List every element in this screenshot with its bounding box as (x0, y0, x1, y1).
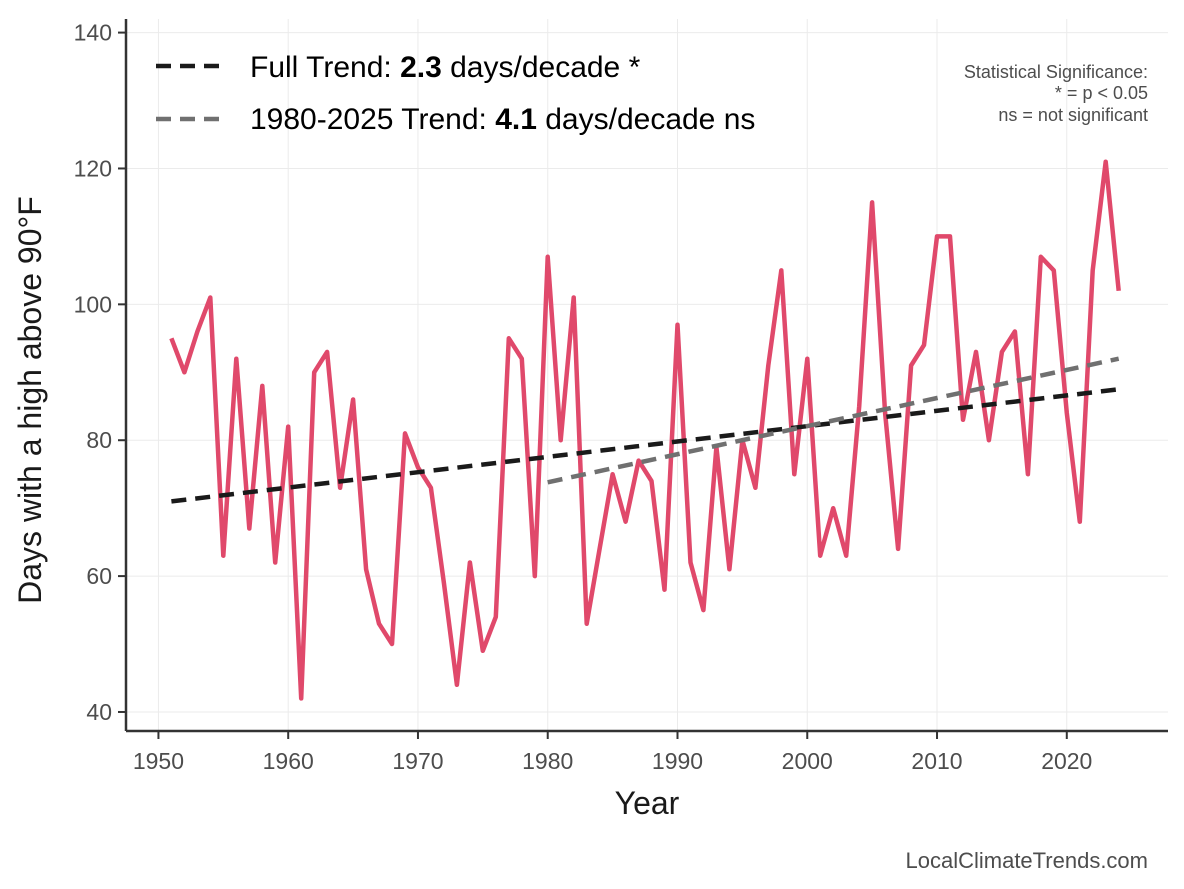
series-line-days-above-90f (169, 159, 1121, 701)
legend-1980-trend-suffix: days/decade ns (537, 103, 755, 136)
x-tick-label: 1960 (263, 748, 314, 774)
legend: Full Trend: 2.3 days/decade * 1980-2025 … (156, 51, 755, 136)
trend-line-2 (547, 356, 1120, 485)
source-credit: LocalClimateTrends.com (906, 848, 1149, 873)
legend-label-full-trend: Full Trend: 2.3 days/decade * (250, 51, 641, 84)
legend-full-trend-value: 2.3 (400, 51, 442, 84)
legend-label-1980-trend: 1980-2025 Trend: 4.1 days/decade ns (250, 103, 755, 136)
x-tick-label: 2010 (911, 748, 962, 774)
x-tick-label: 1990 (652, 748, 703, 774)
y-tick-label: 100 (74, 291, 112, 317)
x-tick-label: 1970 (392, 748, 443, 774)
x-tick-label: 1950 (133, 748, 184, 774)
legend-1980-trend-prefix: 1980-2025 Trend: (250, 103, 495, 136)
significance-ns: ns = not significant (998, 105, 1148, 125)
y-tick-label: 80 (86, 427, 112, 453)
significance-note: Statistical Significance: * = p < 0.05 n… (964, 62, 1148, 125)
significance-title: Statistical Significance: (964, 62, 1148, 82)
axis-ticks: 40 60 80 100 120 140 1950 1960 1970 1980 1990 2000 2… (74, 20, 1093, 774)
y-tick-label: 120 (74, 155, 112, 181)
legend-1980-trend-value: 4.1 (495, 103, 537, 136)
trend-line-1 (171, 387, 1119, 504)
legend-full-trend-suffix: days/decade * (442, 51, 641, 84)
y-tick-label: 140 (74, 20, 112, 46)
legend-full-trend-prefix: Full Trend: (250, 51, 400, 84)
y-tick-label: 40 (86, 699, 112, 725)
x-tick-label: 2000 (782, 748, 833, 774)
x-axis-title: Year (615, 785, 680, 821)
x-tick-label: 1980 (522, 748, 573, 774)
x-tick-label: 2020 (1041, 748, 1092, 774)
gridlines (126, 19, 1168, 731)
y-axis-title: Days with a high above 90°F (12, 196, 48, 604)
significance-star: * = p < 0.05 (1055, 83, 1148, 103)
axes (124, 19, 1168, 733)
data-series (169, 159, 1121, 701)
trend-lines (171, 356, 1120, 504)
y-tick-label: 60 (86, 563, 112, 589)
